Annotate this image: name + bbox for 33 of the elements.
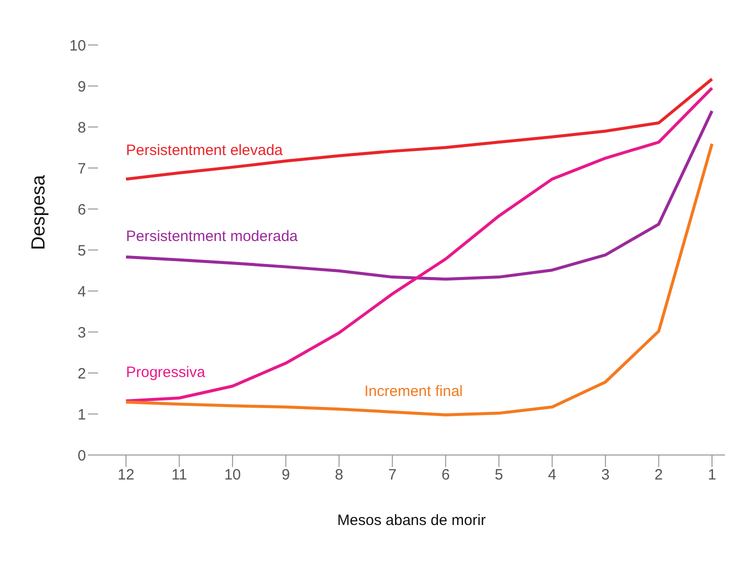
y-tick-label: 5 bbox=[78, 242, 86, 260]
x-tick-label: 5 bbox=[494, 466, 504, 484]
series-label: Increment final bbox=[364, 382, 463, 400]
x-tick-label: 6 bbox=[441, 466, 450, 484]
x-axis-title: Mesos abans de morir bbox=[337, 512, 486, 529]
x-tick-label: 1 bbox=[708, 466, 716, 484]
y-tick-label: 9 bbox=[78, 78, 86, 96]
x-tick-label: 10 bbox=[224, 466, 241, 484]
line-series bbox=[124, 78, 714, 181]
x-tick-label: 8 bbox=[334, 466, 344, 484]
y-tick-label: 4 bbox=[78, 283, 86, 300]
x-tick-label: 12 bbox=[118, 466, 134, 484]
x-tick-label: 9 bbox=[282, 466, 290, 484]
series-label: Progressiva bbox=[126, 364, 206, 381]
y-tick-label: 2 bbox=[78, 365, 86, 382]
x-tick-label: 3 bbox=[601, 466, 610, 484]
line-series bbox=[124, 142, 714, 416]
y-tick-label: 6 bbox=[78, 201, 86, 218]
line-series bbox=[124, 86, 714, 402]
y-tick-label: 3 bbox=[78, 324, 86, 342]
y-tick-label: 8 bbox=[78, 119, 86, 136]
x-tick-label: 4 bbox=[548, 466, 556, 484]
x-tick-label: 11 bbox=[171, 466, 188, 484]
x-tick-label: 2 bbox=[654, 466, 663, 484]
series-label: Persistentment moderada bbox=[126, 228, 298, 245]
y-tick-label: 10 bbox=[69, 37, 86, 54]
y-axis-title: Despesa bbox=[28, 174, 50, 250]
y-tick-label: 1 bbox=[78, 406, 86, 424]
x-tick-label: 7 bbox=[388, 466, 397, 484]
series-label: Persistentment elevada bbox=[126, 142, 284, 160]
y-tick-label: 0 bbox=[78, 447, 86, 464]
line-series bbox=[124, 110, 714, 281]
y-tick-label: 7 bbox=[78, 160, 86, 178]
